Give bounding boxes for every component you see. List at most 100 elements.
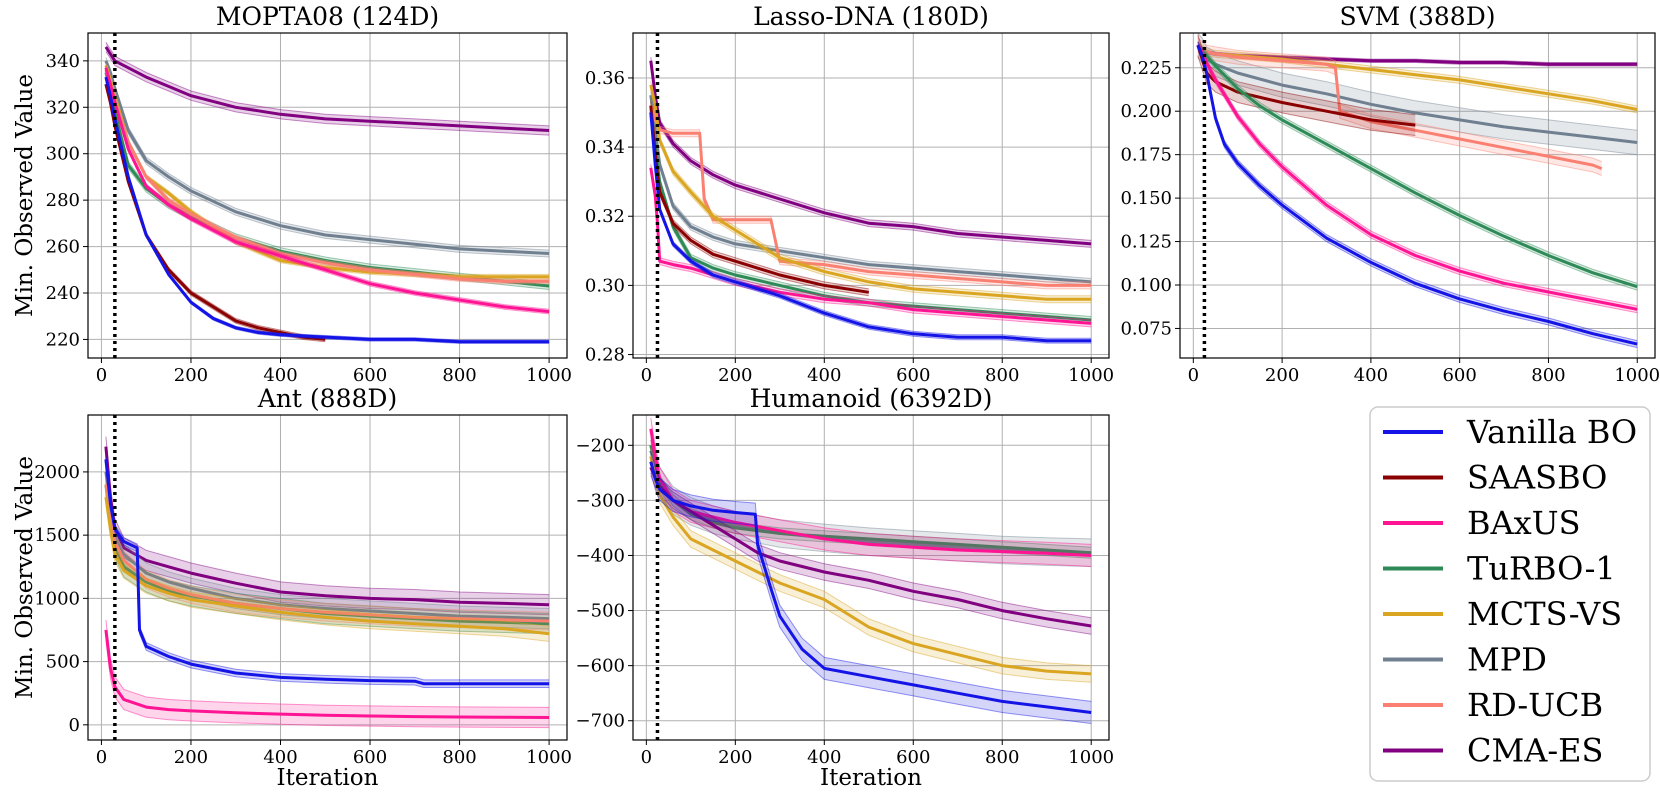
legend-item: RD-UCB — [1383, 686, 1603, 724]
confidence-band — [650, 448, 1092, 683]
band-edge — [105, 63, 550, 275]
x-tick-label: 1000 — [1068, 747, 1114, 768]
series-line — [104, 46, 550, 132]
band-edge — [1197, 48, 1638, 314]
x-tick-label: 0 — [641, 747, 652, 768]
series-line — [649, 112, 1092, 343]
confidence-band — [650, 417, 1092, 567]
legend-frame — [1369, 406, 1651, 782]
series-line — [104, 60, 550, 255]
band-edge — [1197, 41, 1638, 284]
band-edge — [105, 436, 550, 596]
x-tick-label: 600 — [353, 747, 387, 768]
y-tick-label: 240 — [46, 283, 80, 304]
y-tick-label: 280 — [46, 190, 80, 211]
panel-0: 0 200 400 600 800 1000 220 240 260 280 300 320 340 MO… — [12, 2, 572, 386]
y-tick-label: 260 — [46, 237, 80, 258]
confidence-band — [1197, 41, 1638, 313]
x-tick-label: 0 — [1188, 365, 1199, 386]
series-vanilla-bo — [649, 110, 1092, 344]
x-tick-label: 600 — [896, 365, 930, 386]
confidence-band — [105, 475, 550, 630]
band-edge — [105, 455, 550, 681]
x-tick-label: 400 — [807, 365, 841, 386]
panel-title: Ant (888D) — [257, 384, 397, 413]
x-axis-label: Iteration — [277, 765, 379, 791]
x-axis-label: Iteration — [820, 765, 922, 791]
y-tick-label: −500 — [576, 601, 625, 622]
band-edge — [650, 417, 1092, 545]
y-tick-label: 0.28 — [585, 345, 625, 366]
x-tick-label: 600 — [353, 365, 387, 386]
y-axis-label: Min. Observed Value — [12, 456, 38, 699]
panel-title: SVM (388D) — [1340, 2, 1496, 31]
x-tick-label: 1000 — [526, 365, 572, 386]
confidence-band — [1197, 33, 1638, 155]
confidence-band — [105, 619, 550, 728]
band-edge — [650, 114, 1092, 344]
series-line — [104, 459, 550, 686]
series-baxus — [649, 164, 1092, 328]
panel-title: MOPTA08 (124D) — [216, 2, 439, 31]
series-vanilla-bo — [1196, 41, 1638, 349]
axes-frame — [632, 414, 1110, 741]
plot-area — [649, 417, 1092, 724]
series-line — [104, 471, 550, 621]
x-tick-label: 400 — [1354, 365, 1388, 386]
series-line — [1196, 44, 1638, 144]
panel-title: Lasso-DNA (180D) — [753, 2, 989, 31]
x-tick-label: 400 — [263, 365, 297, 386]
band-edge — [105, 42, 550, 127]
band-edge — [1197, 33, 1638, 131]
confidence-band — [105, 67, 550, 284]
series-rd-ucb — [649, 101, 1092, 290]
legend-item: MCTS-VS — [1383, 595, 1622, 633]
band-edge — [650, 475, 1092, 635]
y-tick-label: 1000 — [34, 588, 80, 609]
confidence-band — [650, 437, 1092, 567]
x-tick-label: 0 — [641, 365, 652, 386]
band-edge — [105, 463, 550, 688]
legend-item: SAASBO — [1383, 459, 1607, 497]
y-tick-label: 0.32 — [585, 206, 625, 227]
confidence-band — [105, 42, 550, 136]
series-baxus — [1196, 41, 1638, 314]
series-baxus — [104, 65, 550, 315]
x-tick-label: 0 — [96, 747, 107, 768]
y-tick-label: 1500 — [34, 525, 80, 546]
band-edge — [105, 489, 550, 627]
y-tick-label: −700 — [576, 711, 625, 732]
band-edge — [1197, 46, 1638, 67]
legend-label: SAASBO — [1467, 459, 1607, 497]
series-line — [649, 461, 1092, 714]
series-line — [649, 84, 1092, 301]
x-tick-label: 1000 — [1614, 365, 1660, 386]
y-tick-label: −400 — [576, 545, 625, 566]
legend-label: MPD — [1467, 641, 1547, 679]
x-tick-label: 200 — [174, 365, 208, 386]
panel-3: 0 200 400 600 800 1000 0 500 1000 1500 2000 Ant (88… — [12, 384, 572, 791]
series-cma-es — [104, 42, 550, 136]
series-vanilla-bo — [104, 75, 550, 344]
y-tick-label: 0.150 — [1120, 188, 1172, 209]
band-edge — [1197, 48, 1638, 291]
x-tick-label: 600 — [896, 747, 930, 768]
x-tick-label: 1000 — [1068, 365, 1114, 386]
y-tick-label: −200 — [576, 435, 625, 456]
x-tick-label: 800 — [442, 747, 476, 768]
legend-label: MCTS-VS — [1467, 595, 1622, 633]
series-line — [1196, 44, 1638, 346]
band-edge — [105, 474, 550, 614]
band-edge — [650, 448, 1092, 667]
band-edge — [1197, 41, 1638, 307]
legend-item: BAxUS — [1383, 504, 1581, 542]
series-mpd — [1196, 33, 1638, 156]
band-edge — [650, 91, 1092, 279]
panel-title: Humanoid (6392D) — [750, 384, 993, 413]
x-tick-label: 0 — [96, 365, 107, 386]
legend-label: RD-UCB — [1467, 686, 1603, 724]
series-line — [104, 496, 550, 636]
band-edge — [105, 475, 550, 613]
y-tick-label: 300 — [46, 144, 80, 165]
